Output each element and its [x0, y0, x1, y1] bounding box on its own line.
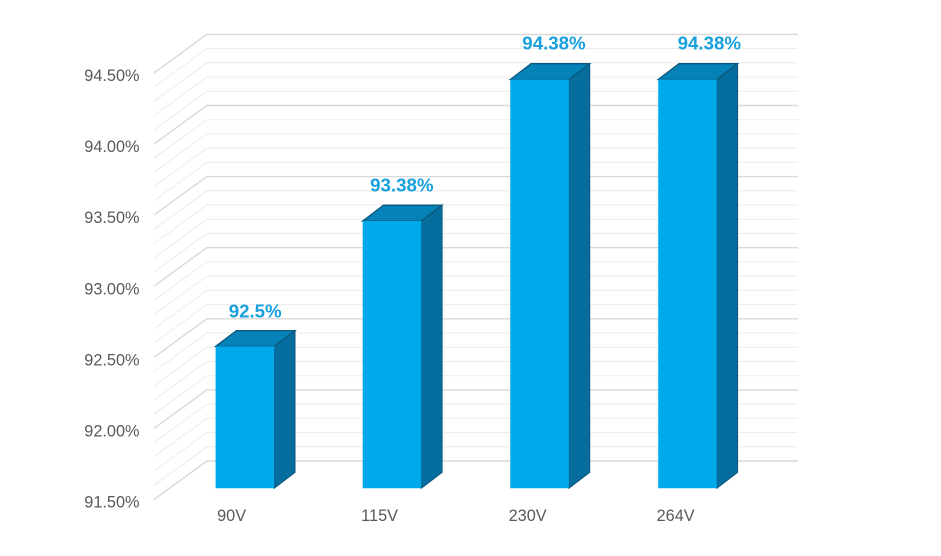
svg-text:91.50%: 91.50% — [84, 494, 139, 512]
svg-text:92.5%: 92.5% — [229, 300, 282, 321]
svg-text:93.00%: 93.00% — [84, 280, 139, 298]
svg-text:93.50%: 93.50% — [84, 209, 139, 227]
svg-text:94.38%: 94.38% — [678, 32, 742, 53]
svg-text:94.00%: 94.00% — [84, 138, 139, 156]
svg-text:90V: 90V — [217, 507, 246, 525]
svg-text:94.50%: 94.50% — [84, 67, 139, 85]
svg-text:92.00%: 92.00% — [84, 423, 139, 441]
svg-text:264V: 264V — [657, 507, 695, 525]
svg-text:93.38%: 93.38% — [370, 174, 434, 195]
svg-text:92.50%: 92.50% — [84, 351, 139, 369]
svg-text:230V: 230V — [509, 507, 547, 525]
svg-text:115V: 115V — [361, 507, 398, 525]
svg-text:94.38%: 94.38% — [522, 32, 586, 53]
